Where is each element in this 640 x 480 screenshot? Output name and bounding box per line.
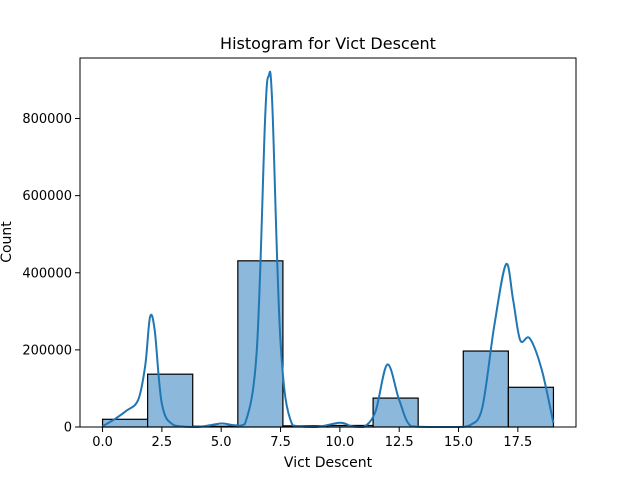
- x-tick-label: 12.5: [385, 435, 414, 450]
- y-tick-label: 400000: [22, 266, 72, 281]
- x-tick-label: 5.0: [211, 435, 232, 450]
- y-tick-label: 200000: [22, 343, 72, 358]
- x-axis-label: Vict Descent: [284, 455, 373, 471]
- x-tick-label: 17.5: [503, 435, 532, 450]
- x-axis-ticks: 0.0 2.5 5.0 7.5 10.0 12.5 15.0 17.5: [92, 427, 532, 450]
- y-tick-label: 600000: [22, 189, 72, 204]
- histogram-bar-6: [372, 397, 419, 428]
- y-tick-label: 0: [64, 421, 72, 436]
- chart-title: Histogram for Vict Descent: [220, 34, 436, 53]
- histogram-bar-9: [507, 386, 555, 428]
- y-axis-ticks: 0 200000 400000 600000 800000: [22, 112, 80, 436]
- kde-curve: [102, 70, 555, 429]
- x-tick-label: 10.0: [325, 435, 354, 450]
- x-tick-label: 7.5: [270, 435, 291, 450]
- x-tick-label: 15.0: [444, 435, 473, 450]
- plot-frame: [79, 57, 577, 428]
- y-tick-label: 800000: [22, 112, 72, 127]
- histogram-bar-1: [147, 373, 194, 428]
- x-tick-label: 0.0: [92, 435, 113, 450]
- x-tick-label: 2.5: [152, 435, 173, 450]
- y-axis-label: Count: [0, 221, 15, 263]
